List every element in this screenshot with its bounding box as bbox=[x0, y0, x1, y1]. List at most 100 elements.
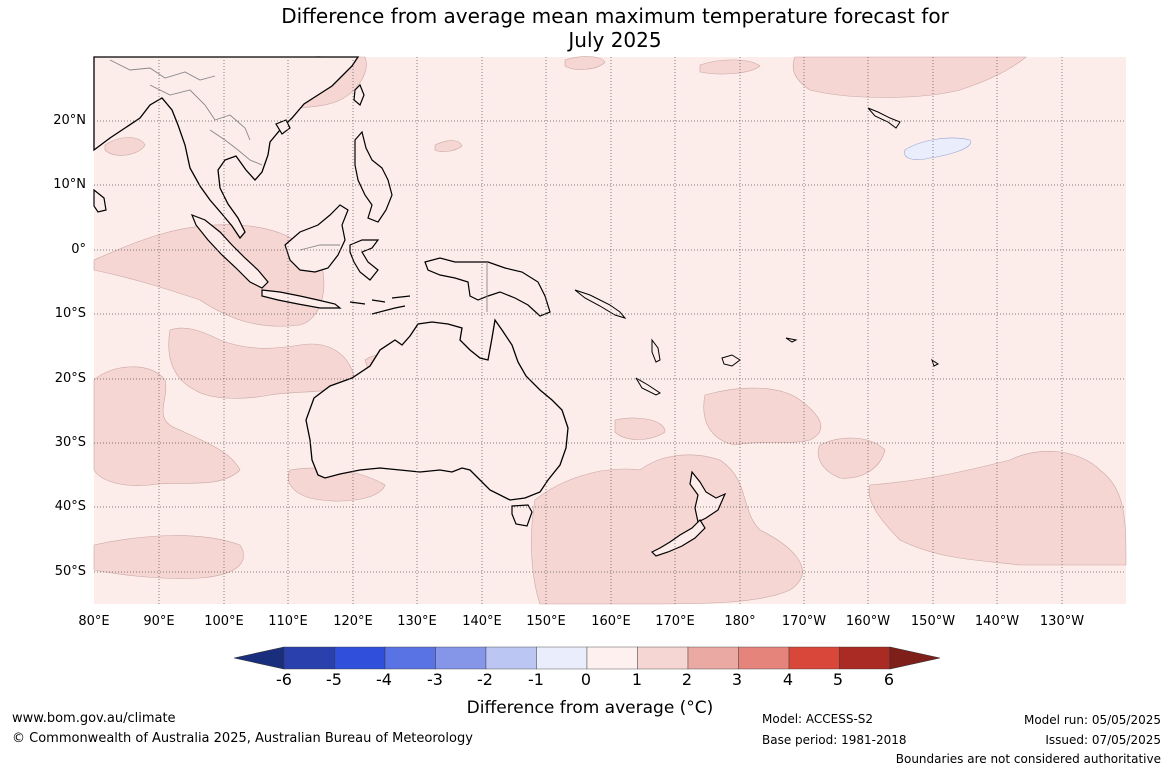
anomaly-region-tasman-sea bbox=[531, 454, 803, 605]
map-title: Difference from average mean maximum tem… bbox=[0, 4, 1173, 52]
new-zealand-north-island bbox=[689, 470, 727, 523]
lon-label-140e: 140°E bbox=[462, 614, 502, 629]
lon-label-170e: 170°E bbox=[655, 614, 695, 629]
national-boundaries bbox=[109, 59, 488, 312]
footer-disclaimer: Boundaries are not considered authoritat… bbox=[895, 752, 1161, 766]
footer-url: www.bom.gov.au/climate bbox=[12, 711, 176, 726]
tasmania bbox=[511, 504, 533, 527]
borneo bbox=[284, 204, 349, 273]
vanuatu bbox=[651, 338, 661, 363]
anomaly-region-bay-of-bengal bbox=[104, 137, 146, 156]
colorbar-tick: 0 bbox=[580, 670, 592, 689]
anomaly-region-pacific-central bbox=[703, 387, 822, 446]
lon-label-120e: 120°E bbox=[333, 614, 373, 629]
taiwan bbox=[353, 83, 365, 106]
lat-label-50s: 50°S bbox=[54, 564, 86, 579]
footer-model-run: Model run: 05/05/2025 bbox=[1023, 713, 1161, 727]
footer-base-period: Base period: 1981-2018 bbox=[762, 733, 907, 747]
samoa bbox=[785, 337, 798, 343]
philippines bbox=[354, 130, 393, 223]
anomaly-region-south-indian bbox=[93, 535, 244, 579]
new-caledonia bbox=[635, 377, 661, 396]
colorbar-extend-low bbox=[233, 646, 285, 670]
colorbar-tick: 4 bbox=[782, 670, 794, 689]
colorbar-swatch bbox=[586, 646, 638, 670]
lesser-sunda-islands bbox=[349, 295, 411, 315]
lat-label-equator: 0° bbox=[71, 242, 86, 257]
sumatra bbox=[190, 213, 269, 289]
colorbar-tick: -5 bbox=[326, 670, 342, 689]
colorbar-tick: 6 bbox=[883, 670, 895, 689]
footer-copyright: © Commonwealth of Australia 2025, Austra… bbox=[12, 731, 473, 746]
colorbar-swatch bbox=[485, 646, 537, 670]
sri-lanka bbox=[93, 188, 107, 213]
lon-label-110e: 110°E bbox=[268, 614, 308, 629]
anomaly-region-philippine-sea bbox=[564, 56, 606, 70]
colorbar-tick: -4 bbox=[376, 670, 392, 689]
colorbar-extend-high bbox=[889, 646, 941, 670]
footer-model: Model: ACCESS-S2 bbox=[762, 712, 874, 726]
colorbar-swatch bbox=[738, 646, 790, 670]
colorbar-title: Difference from average (°C) bbox=[466, 698, 714, 718]
lat-label-30s: 30°S bbox=[54, 435, 86, 450]
title-line-2: July 2025 bbox=[568, 28, 662, 52]
java bbox=[261, 289, 342, 309]
lon-label-150e: 150°E bbox=[526, 614, 566, 629]
anomaly-region-north-pacific bbox=[792, 56, 1027, 98]
colorbar-tick: 5 bbox=[832, 670, 844, 689]
asia-mainland bbox=[93, 56, 360, 240]
lon-label-140w: 140°W bbox=[974, 614, 1020, 629]
colorbar-swatch bbox=[536, 646, 588, 670]
anomaly-region-western-pacific bbox=[434, 140, 463, 152]
anomaly-region-pacific-south bbox=[868, 451, 1127, 566]
lon-label-130e: 130°E bbox=[397, 614, 437, 629]
colorbar-tick: 1 bbox=[631, 670, 643, 689]
colorbar-swatch bbox=[283, 646, 335, 670]
lon-label-180: 180° bbox=[724, 614, 756, 629]
colorbar-swatch bbox=[687, 646, 739, 670]
lon-label-130w: 130°W bbox=[1039, 614, 1085, 629]
colorbar-tick: -3 bbox=[427, 670, 443, 689]
lat-label-10s: 10°S bbox=[54, 306, 86, 321]
anomaly-regions bbox=[93, 56, 1127, 605]
new-guinea bbox=[424, 257, 551, 317]
colorbar-swatch bbox=[384, 646, 436, 670]
colorbar-swatch bbox=[839, 646, 891, 670]
lon-label-100e: 100°E bbox=[204, 614, 244, 629]
lon-label-170w: 170°W bbox=[781, 614, 827, 629]
hainan bbox=[275, 119, 291, 135]
anomaly-region-north-central-pacific bbox=[699, 59, 761, 75]
lon-label-80e: 80°E bbox=[78, 614, 110, 629]
colorbar-swatch bbox=[435, 646, 487, 670]
colorbar-tick: -6 bbox=[276, 670, 292, 689]
colorbar bbox=[233, 646, 941, 670]
title-line-1: Difference from average mean maximum tem… bbox=[281, 4, 949, 28]
fiji bbox=[721, 354, 741, 367]
lat-label-40s: 40°S bbox=[54, 499, 86, 514]
australia-landmass bbox=[305, 318, 569, 501]
new-zealand-south-island bbox=[650, 519, 706, 557]
anomaly-region-sw-indian bbox=[93, 366, 241, 486]
pacific-islands bbox=[574, 107, 939, 396]
colorbar-swatch bbox=[637, 646, 689, 670]
colorbar-swatch bbox=[788, 646, 840, 670]
graticule bbox=[94, 57, 1126, 604]
lon-label-90e: 90°E bbox=[143, 614, 175, 629]
colorbar-tick: 3 bbox=[731, 670, 743, 689]
colorbar-tick: -2 bbox=[477, 670, 493, 689]
colorbar-swatch bbox=[334, 646, 386, 670]
lon-label-150w: 150°W bbox=[910, 614, 956, 629]
colorbar-tick: 2 bbox=[681, 670, 693, 689]
colorbar-tick: -1 bbox=[528, 670, 544, 689]
hawaii bbox=[867, 107, 901, 129]
solomon-islands bbox=[574, 289, 627, 319]
lat-label-10n: 10°N bbox=[53, 177, 86, 192]
footer-issued: Issued: 07/05/2025 bbox=[1045, 733, 1161, 747]
lon-label-160e: 160°E bbox=[591, 614, 631, 629]
sulawesi bbox=[349, 239, 380, 281]
anomaly-region-coral-sea bbox=[614, 417, 666, 440]
lon-label-160w: 160°W bbox=[845, 614, 891, 629]
lat-label-20s: 20°S bbox=[54, 371, 86, 386]
negative-region-north-pacific bbox=[904, 137, 971, 160]
